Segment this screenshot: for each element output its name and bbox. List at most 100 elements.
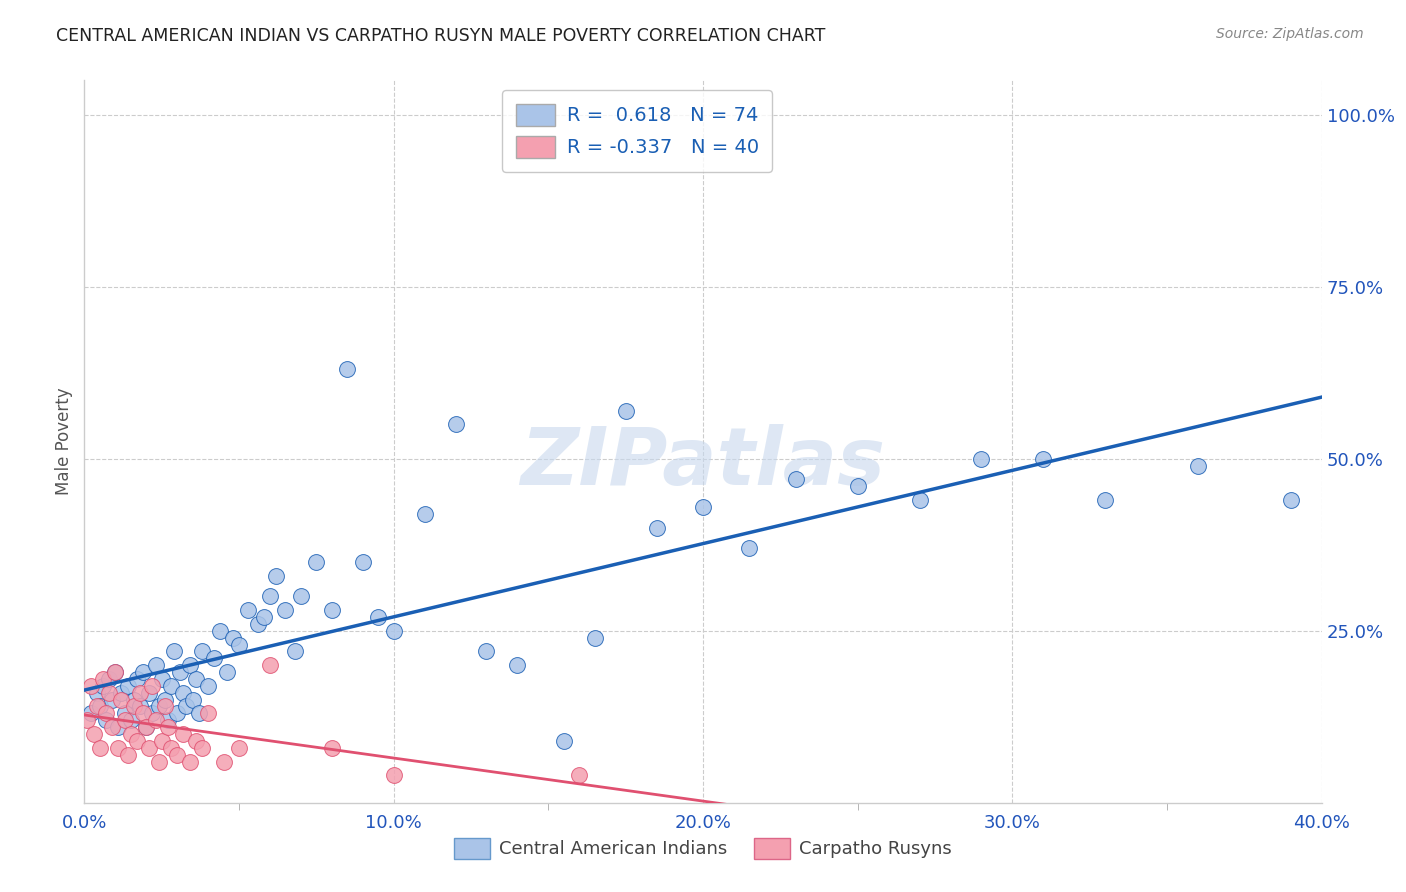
Point [129, 686, 152, 700]
Point [160, 740, 183, 755]
Point [184, 672, 207, 686]
Point [132, 665, 155, 679]
Point [138, 740, 160, 755]
Point [150, 672, 173, 686]
Point [91, 679, 114, 693]
Point [614, 403, 637, 417]
Point [197, 679, 219, 693]
Point [169, 665, 191, 679]
Point [367, 610, 389, 624]
Point [148, 699, 170, 714]
Point [176, 699, 198, 714]
Point [506, 658, 529, 673]
Point [209, 624, 232, 638]
Point [160, 679, 183, 693]
Point [129, 699, 152, 714]
Point [553, 734, 575, 748]
Point [86, 686, 108, 700]
Point [125, 672, 148, 686]
Point [568, 768, 591, 782]
Point [110, 686, 132, 700]
Point [101, 692, 124, 706]
Point [79, 679, 101, 693]
Point [89, 740, 111, 755]
Point [141, 679, 163, 693]
Point [104, 665, 127, 679]
Point [352, 555, 374, 569]
Point [117, 747, 139, 762]
Point [94, 706, 117, 721]
Point [321, 740, 343, 755]
Point [274, 603, 297, 617]
Point [444, 417, 467, 432]
Point [179, 755, 201, 769]
Point [246, 616, 269, 631]
Point [1279, 493, 1302, 508]
Point [122, 699, 145, 714]
Point [305, 555, 328, 569]
Point [138, 686, 160, 700]
Point [197, 706, 219, 721]
Point [107, 720, 129, 734]
Point [228, 740, 250, 755]
Point [1094, 493, 1116, 508]
Point [187, 706, 209, 721]
Point [264, 568, 287, 582]
Point [583, 631, 606, 645]
Point [101, 720, 124, 734]
Point [145, 658, 167, 673]
Point [321, 603, 343, 617]
Point [413, 507, 436, 521]
Point [98, 686, 121, 700]
Point [153, 699, 176, 714]
Point [172, 727, 194, 741]
Point [83, 727, 105, 741]
Point [94, 713, 117, 727]
Point [222, 631, 245, 645]
Point [163, 644, 186, 658]
Point [117, 679, 139, 693]
Point [290, 590, 312, 604]
Point [284, 644, 307, 658]
Point [89, 699, 111, 714]
Point [156, 720, 179, 734]
Point [156, 713, 179, 727]
Point [91, 672, 114, 686]
Point [125, 734, 148, 748]
Point [110, 692, 132, 706]
Point [846, 479, 869, 493]
Point [120, 713, 142, 727]
Text: Source: ZipAtlas.com: Source: ZipAtlas.com [1216, 27, 1364, 41]
Point [179, 658, 201, 673]
Point [120, 727, 142, 741]
Point [336, 362, 359, 376]
Point [86, 699, 108, 714]
Point [79, 706, 101, 721]
Point [76, 713, 98, 727]
Point [202, 651, 225, 665]
Point [228, 638, 250, 652]
Point [148, 755, 170, 769]
Point [253, 610, 276, 624]
Point [1032, 451, 1054, 466]
Point [738, 541, 761, 556]
Point [970, 451, 993, 466]
Point [191, 740, 214, 755]
Point [785, 472, 807, 486]
Text: ZIPatlas: ZIPatlas [520, 425, 886, 502]
Point [475, 644, 498, 658]
Point [135, 720, 157, 734]
Legend: Central American Indians, Carpatho Rusyns: Central American Indians, Carpatho Rusyn… [447, 830, 959, 866]
Point [259, 658, 281, 673]
Point [145, 713, 167, 727]
Point [382, 768, 405, 782]
Point [908, 493, 931, 508]
Point [692, 500, 714, 514]
Point [645, 520, 668, 534]
Point [135, 720, 157, 734]
Point [122, 692, 145, 706]
Y-axis label: Male Poverty: Male Poverty [55, 388, 73, 495]
Point [382, 624, 405, 638]
Point [238, 603, 260, 617]
Point [1187, 458, 1209, 473]
